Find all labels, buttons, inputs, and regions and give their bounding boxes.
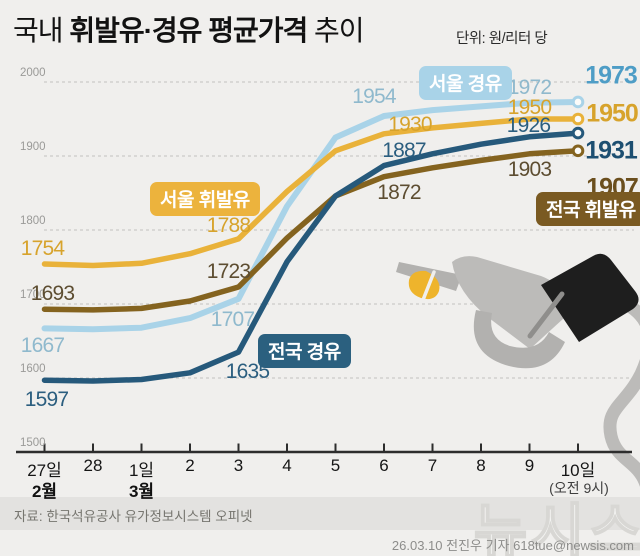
x-axis: [16, 443, 632, 454]
line-seoul-diesel: [41, 99, 581, 333]
x-tick-label-3: 2: [185, 456, 195, 475]
y-tick-label-1900: 1900: [20, 141, 46, 153]
newsis-watermark: 뉴시스: [473, 498, 640, 556]
title-emphasis: 휘발유·경유 평균가격: [69, 15, 308, 46]
x-tick-label-1: 28: [83, 456, 103, 475]
final-value-label-national-diesel: 1931: [585, 136, 638, 165]
value-label-national-gasoline: 1872: [377, 180, 421, 204]
end-marker-national-diesel: [571, 126, 585, 140]
value-label-seoul-diesel: 1667: [20, 334, 65, 358]
value-label-seoul-gasoline: 1788: [206, 213, 251, 237]
value-label-seoul-gasoline: 1930: [388, 112, 432, 136]
value-label-national-diesel: 1887: [382, 138, 426, 162]
value-label-seoul-diesel: 1972: [507, 75, 552, 99]
value-label-national-gasoline: 1723: [206, 259, 251, 283]
final-value-label-seoul-gasoline: 1950: [586, 99, 639, 128]
value-label-seoul-diesel: 1954: [352, 85, 396, 109]
y-tick-label-1500: 1500: [20, 437, 46, 449]
legend-badge-seoul-gasoline: 서울 휘발유: [150, 182, 260, 216]
legend-badge-national-gasoline: 전국 휘발유: [536, 192, 640, 226]
y-tick-label-2000: 2000: [20, 67, 46, 79]
unit-label: 단위: 원/리터 당: [456, 31, 548, 47]
y-tick-label-1600: 1600: [20, 363, 46, 375]
x-tick-label-9: 8: [476, 456, 486, 475]
x-tick-label-6: 5: [330, 456, 341, 475]
value-label-seoul-diesel: 1707: [210, 307, 255, 331]
title-suffix: 추이: [307, 15, 365, 46]
x-tick-label-0: 27일: [27, 461, 62, 480]
value-label-national-gasoline: 1693: [30, 282, 75, 306]
value-label-national-gasoline: 1903: [507, 157, 552, 181]
x-tick-label-11: 10일: [560, 461, 596, 480]
credit-text: 26.03.10 전진우 기자 618tue@newsis.com: [391, 538, 634, 553]
legend-badge-seoul-diesel: 서울 경유: [419, 66, 512, 100]
end-marker-seoul-gasoline: [571, 112, 585, 126]
y-tick-label-1700: 1700: [20, 289, 46, 301]
x-tick-label-5: 4: [282, 456, 292, 475]
x-tick-label-4: 3: [233, 456, 244, 475]
fuel-nozzle-icon: [396, 253, 640, 488]
x-tick-label-7: 6: [379, 456, 389, 475]
line-national-gasoline: [41, 148, 581, 313]
end-markers: [571, 95, 585, 158]
y-tick-label-1800: 1800: [20, 215, 46, 227]
x-tick-label-10: 9: [524, 456, 535, 475]
title-prefix: 국내: [13, 15, 70, 46]
footer-band: [0, 497, 640, 530]
value-label-seoul-gasoline: 1950: [507, 96, 552, 119]
page-title: 국내 휘발유·경유 평균가격 추이: [13, 9, 365, 49]
x-tick-label-8: 7: [427, 456, 438, 475]
final-value-label-seoul-diesel: 1973: [585, 61, 638, 90]
value-label-national-diesel: 1926: [506, 113, 551, 137]
source-text: 자료: 한국석유공사 유가정보시스템 오피넷: [14, 509, 253, 524]
line-seoul-gasoline: [41, 116, 581, 269]
value-label-national-diesel: 1597: [24, 388, 69, 412]
value-label-seoul-gasoline: 1754: [20, 237, 65, 261]
x-tick-label-2: 1일: [128, 461, 155, 480]
end-marker-seoul-diesel: [571, 95, 585, 109]
legend-badge-national-diesel: 전국 경유: [258, 334, 351, 368]
end-marker-national-gasoline: [571, 144, 585, 158]
